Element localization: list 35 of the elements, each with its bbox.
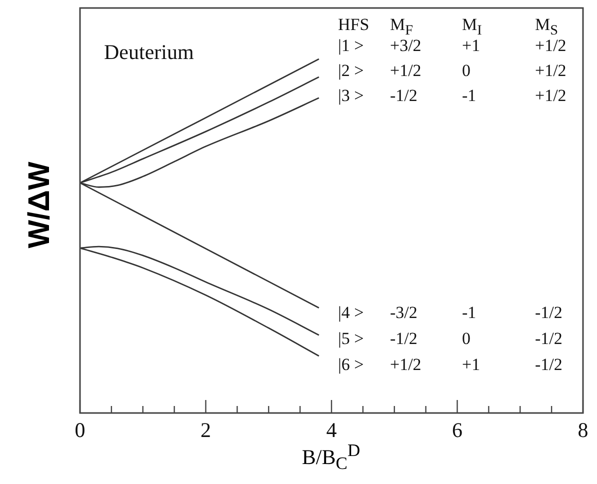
annotation: -1/2 bbox=[390, 86, 418, 105]
x-tick-label: 2 bbox=[200, 418, 211, 442]
annotation: -1 bbox=[462, 303, 476, 322]
text: +1/2 bbox=[535, 36, 566, 55]
x-tick-label: 6 bbox=[452, 418, 462, 442]
annotation: +1/2 bbox=[390, 61, 422, 80]
annotation: -1/2 bbox=[535, 303, 562, 322]
series-label: |1 > bbox=[338, 36, 364, 55]
x-tick-label: 4 bbox=[326, 418, 338, 442]
series-label: |4 > bbox=[338, 303, 364, 322]
annotation: -1 bbox=[462, 86, 476, 105]
series-label: |3 > bbox=[338, 86, 364, 105]
annotation: -3/2 bbox=[390, 303, 418, 322]
text: +3/2 bbox=[390, 36, 422, 55]
annotation: 0 bbox=[462, 329, 470, 348]
text: HFS bbox=[338, 15, 370, 34]
annotation: +1/2 bbox=[390, 355, 422, 374]
annotation: -1/2 bbox=[390, 329, 418, 348]
text: M$_{S}$ bbox=[535, 15, 558, 38]
x-tick-label: 0 bbox=[74, 418, 86, 442]
text: M$_{F}$ bbox=[390, 15, 413, 38]
annotation: Deuterium bbox=[104, 40, 194, 64]
annotation: -1/2 bbox=[535, 329, 562, 348]
text: +1 bbox=[462, 36, 480, 55]
annotation: +1/2 bbox=[535, 86, 566, 105]
annotation: +1 bbox=[462, 355, 480, 374]
series-label: |2 > bbox=[338, 61, 364, 80]
series-label: |6 > bbox=[338, 355, 364, 374]
annotation: -1/2 bbox=[535, 355, 562, 374]
y-axis-title: W/ΔW bbox=[23, 162, 57, 248]
annotation: 0 bbox=[462, 61, 470, 80]
x-tick-label: 8 bbox=[578, 418, 588, 442]
series-label: |5 > bbox=[338, 329, 364, 348]
text: M$_{I}$ bbox=[462, 15, 482, 38]
annotation: +1/2 bbox=[535, 61, 566, 80]
